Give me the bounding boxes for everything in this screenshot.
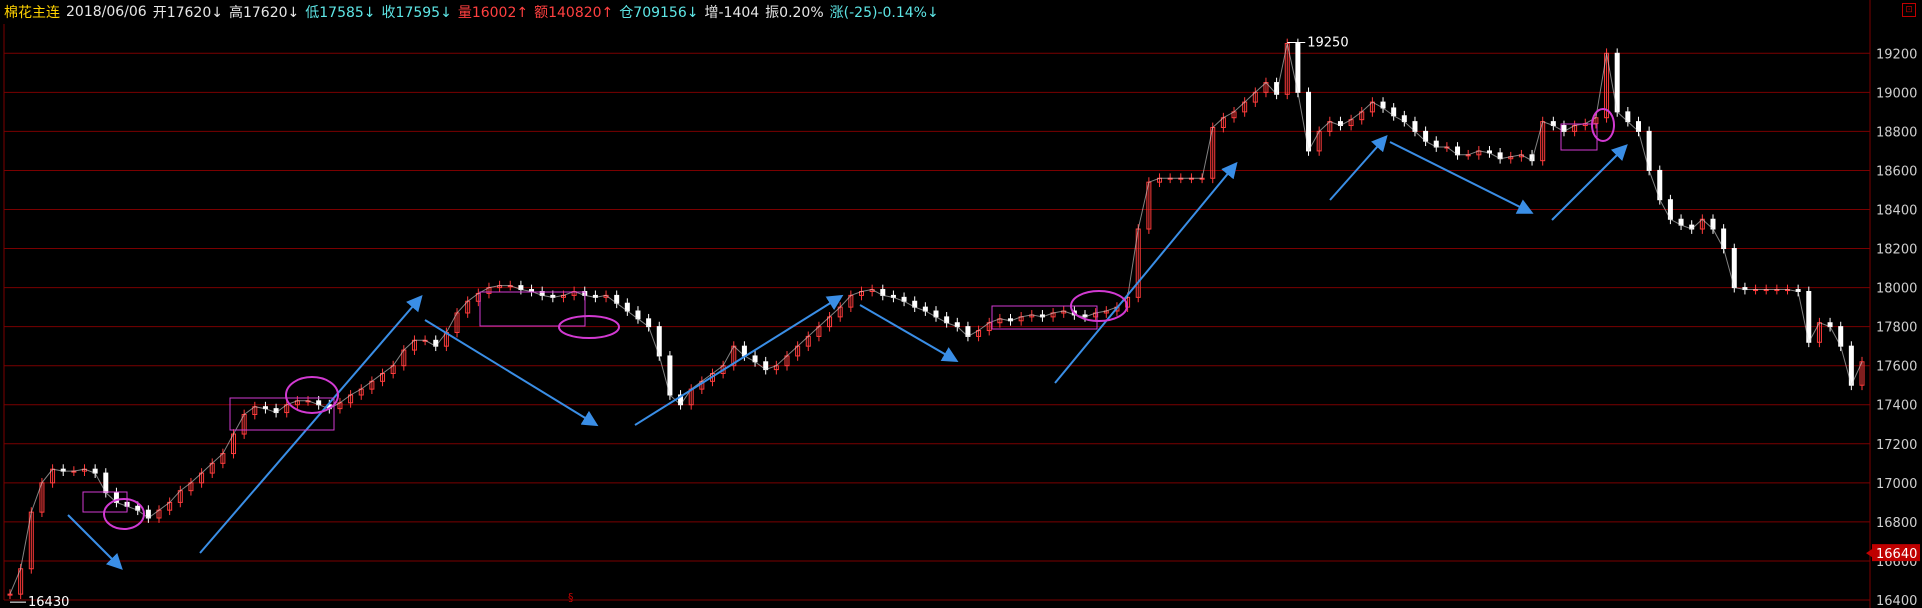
current-price-pointer — [1866, 549, 1872, 558]
trend-arrow — [1551, 144, 1628, 221]
symbol-name[interactable]: 棉花主连 — [4, 5, 60, 21]
trend-arrow — [67, 514, 123, 570]
volume-value: 量16002↑ — [457, 5, 529, 21]
min-price-label: 16430 — [28, 595, 69, 608]
consolidation-box — [479, 291, 586, 327]
y-tick-label: 17400 — [1876, 399, 1917, 414]
y-tick-label: 17600 — [1876, 360, 1917, 375]
highlight-ellipse — [1591, 108, 1615, 142]
oi-change-value: 增-1404 — [704, 5, 760, 21]
bottom-marker: § — [568, 591, 574, 604]
consolidation-box — [991, 305, 1098, 330]
highlight-ellipse — [558, 315, 620, 339]
y-tick-label: 17800 — [1876, 321, 1917, 336]
current-price-tag — [1872, 544, 1920, 562]
open-interest-value: 仓709156↓ — [619, 5, 699, 21]
amplitude-value: 振0.20% — [765, 5, 824, 21]
y-tick-label: 16400 — [1876, 594, 1917, 608]
trend-arrow — [424, 319, 599, 427]
price-line — [9, 43, 1863, 595]
trend-arrow — [1389, 141, 1534, 214]
trend-arrow — [859, 304, 959, 363]
change-value: 涨(-25)-0.14%↓ — [829, 5, 939, 21]
highlight-ellipse — [285, 376, 339, 414]
candle-body — [1859, 361, 1865, 386]
y-tick-label: 18000 — [1876, 282, 1917, 297]
y-tick-label: 19000 — [1876, 86, 1917, 101]
trend-arrow — [634, 294, 844, 426]
y-tick-label: 17200 — [1876, 438, 1917, 453]
y-tick-label: 17000 — [1876, 477, 1917, 492]
low-price: 低17585↓ — [305, 5, 376, 21]
y-tick-label: 16800 — [1876, 516, 1917, 531]
consolidation-box — [229, 397, 335, 431]
amount-value: 额140820↑ — [534, 5, 614, 21]
trend-arrow — [1329, 135, 1388, 201]
high-price: 高17620↓ — [228, 5, 300, 21]
consolidation-box — [82, 491, 128, 513]
close-price: 收17595↓ — [381, 5, 452, 21]
candle-body — [7, 593, 13, 596]
y-tick-label: 19200 — [1876, 47, 1917, 62]
open-price: 开17620↓ — [152, 5, 223, 21]
current-price-label: 16640 — [1876, 547, 1917, 562]
y-tick-label: 18800 — [1876, 125, 1917, 140]
trend-arrow — [199, 294, 423, 554]
quote-date: 2018/06/06 — [66, 4, 147, 20]
quote-info-bar: 棉花主连 2018/06/06 开17620↓ 高17620↓ 低17585↓ … — [4, 3, 939, 21]
y-tick-label: 18200 — [1876, 243, 1917, 258]
highlight-ellipse — [103, 498, 145, 530]
corner-menu-icon[interactable]: ⊡ — [1902, 3, 1916, 17]
max-price-label: 19250 — [1307, 36, 1348, 51]
trend-arrow — [1054, 161, 1238, 384]
y-tick-label: 18400 — [1876, 203, 1917, 218]
consolidation-box — [1560, 123, 1598, 151]
y-tick-label: 18600 — [1876, 164, 1917, 179]
